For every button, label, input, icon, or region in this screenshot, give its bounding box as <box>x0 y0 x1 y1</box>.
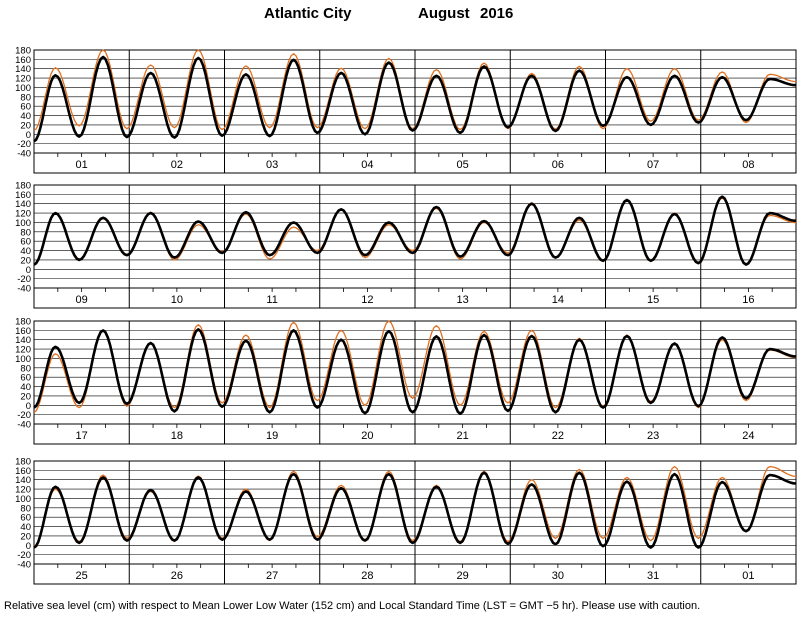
y-tick-label: 20 <box>20 255 31 266</box>
day-label: 22 <box>552 430 564 442</box>
y-tick-label: -20 <box>17 410 31 421</box>
day-label: 15 <box>647 294 659 306</box>
y-tick-label: 0 <box>26 401 31 412</box>
day-label: 24 <box>742 430 754 442</box>
title-month: August <box>418 5 470 22</box>
y-tick-label: 180 <box>15 46 31 57</box>
day-label: 23 <box>647 430 659 442</box>
y-tick-label: 180 <box>15 317 31 328</box>
day-label: 10 <box>171 294 183 306</box>
day-label: 07 <box>647 159 659 171</box>
y-tick-label: 60 <box>20 237 31 248</box>
y-tick-label: 40 <box>20 382 31 393</box>
day-label: 03 <box>266 159 278 171</box>
day-label: 06 <box>552 159 564 171</box>
y-tick-label: 0 <box>26 541 31 552</box>
y-tick-label: 80 <box>20 227 31 238</box>
day-label: 26 <box>171 570 183 582</box>
y-tick-label: 160 <box>15 466 31 477</box>
y-tick-label: 140 <box>15 335 31 346</box>
day-label: 05 <box>457 159 469 171</box>
day-label: 08 <box>742 159 754 171</box>
y-tick-label: 80 <box>20 503 31 514</box>
predicted-series-line <box>33 49 797 132</box>
y-tick-label: -40 <box>17 284 31 295</box>
y-tick-label: 40 <box>20 522 31 533</box>
title-place: Atlantic City <box>264 5 352 22</box>
y-tick-label: 140 <box>15 199 31 210</box>
observed-series-line <box>33 195 797 266</box>
observed-series-line <box>33 55 797 143</box>
title-year: 2016 <box>480 5 514 22</box>
y-tick-label: 120 <box>15 74 31 85</box>
y-tick-label: 120 <box>15 345 31 356</box>
day-label: 14 <box>552 294 564 306</box>
day-label: 12 <box>361 294 373 306</box>
y-tick-label: -20 <box>17 550 31 561</box>
y-tick-label: 140 <box>15 475 31 486</box>
y-tick-label: 140 <box>15 64 31 75</box>
y-tick-label: 160 <box>15 326 31 337</box>
day-label: 11 <box>266 294 277 306</box>
y-tick-label: 20 <box>20 391 31 402</box>
day-label: 01 <box>742 570 754 582</box>
y-tick-label: 20 <box>20 531 31 542</box>
day-label: 31 <box>647 570 659 582</box>
day-label: 17 <box>76 430 88 442</box>
y-tick-label: 80 <box>20 92 31 103</box>
y-tick-label: -20 <box>17 139 31 150</box>
day-label: 16 <box>742 294 754 306</box>
day-label: 30 <box>552 570 564 582</box>
y-tick-label: 0 <box>26 130 31 141</box>
y-tick-label: -40 <box>17 420 31 431</box>
day-label: 09 <box>76 294 88 306</box>
day-label: 25 <box>76 570 88 582</box>
day-label: 02 <box>171 159 183 171</box>
day-label: 29 <box>457 570 469 582</box>
day-label: 21 <box>457 430 469 442</box>
day-label: 28 <box>361 570 373 582</box>
day-label: 27 <box>266 570 278 582</box>
chart-title: Atlantic City August 2016 <box>0 5 800 29</box>
y-tick-label: 20 <box>20 120 31 131</box>
observed-series-line <box>33 328 797 415</box>
y-tick-label: 180 <box>15 457 31 468</box>
day-label: 01 <box>76 159 88 171</box>
day-label: 18 <box>171 430 183 442</box>
y-tick-label: 40 <box>20 246 31 257</box>
y-tick-label: 100 <box>15 494 31 505</box>
footer-caption: Relative sea level (cm) with respect to … <box>4 600 701 612</box>
y-tick-label: -20 <box>17 274 31 285</box>
y-tick-label: 100 <box>15 218 31 229</box>
observed-series-line <box>33 471 797 549</box>
y-tick-label: 160 <box>15 55 31 66</box>
y-tick-label: 0 <box>26 265 31 276</box>
day-label: 20 <box>361 430 373 442</box>
y-tick-label: 60 <box>20 373 31 384</box>
y-tick-label: 60 <box>20 102 31 113</box>
y-tick-label: 160 <box>15 190 31 201</box>
y-tick-label: 40 <box>20 111 31 122</box>
y-tick-label: 120 <box>15 485 31 496</box>
day-label: 19 <box>266 430 278 442</box>
day-label: 04 <box>361 159 373 171</box>
day-label: 13 <box>457 294 469 306</box>
y-tick-label: -40 <box>17 149 31 160</box>
y-tick-label: 60 <box>20 513 31 524</box>
y-tick-label: 80 <box>20 363 31 374</box>
y-tick-label: 120 <box>15 209 31 220</box>
y-tick-label: 100 <box>15 83 31 94</box>
y-tick-label: 180 <box>15 181 31 192</box>
y-tick-label: -40 <box>17 560 31 571</box>
y-tick-label: 100 <box>15 354 31 365</box>
